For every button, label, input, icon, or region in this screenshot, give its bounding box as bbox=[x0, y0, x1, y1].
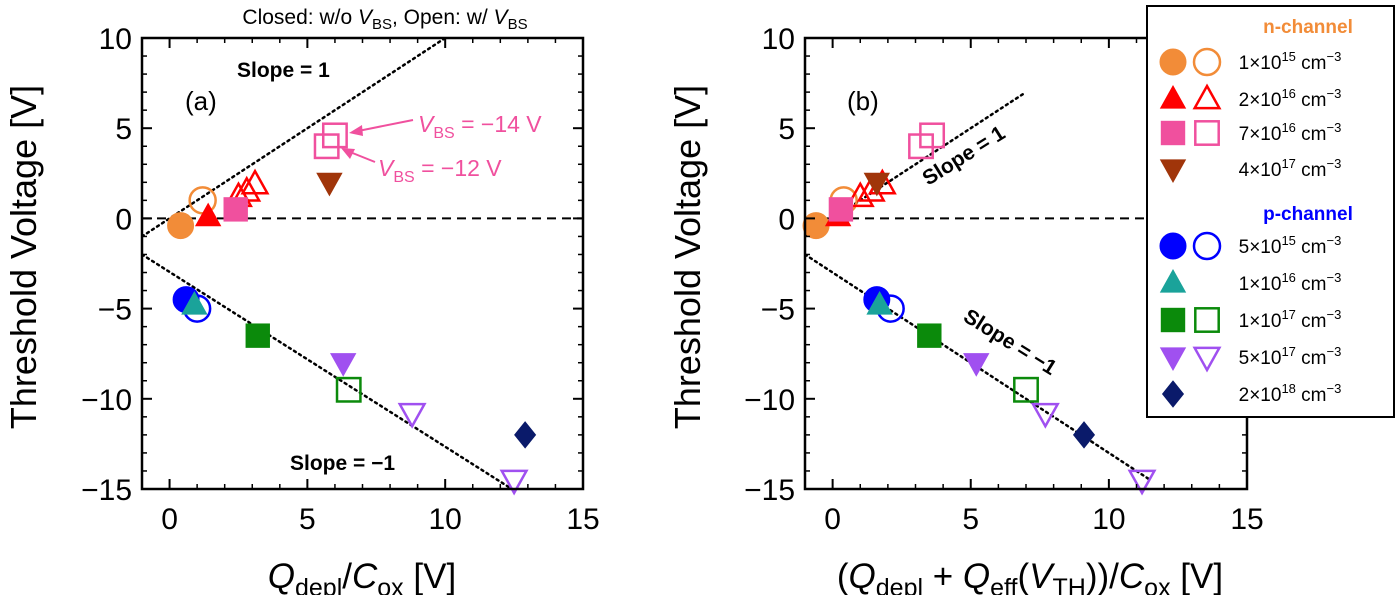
data-point-b-6 bbox=[828, 197, 854, 222]
data-point-a-6 bbox=[223, 197, 248, 222]
annotation-arrow-1 bbox=[352, 119, 414, 133]
y-tick-label-b: −10 bbox=[744, 384, 795, 417]
legend-marker-8-closed bbox=[1161, 380, 1185, 408]
slope-line-a-1 bbox=[142, 253, 515, 489]
legend-marker-1-open bbox=[1192, 83, 1222, 110]
data-point-b-0 bbox=[802, 212, 830, 240]
data-point-b-3 bbox=[845, 181, 875, 208]
x-tick-label-a: 0 bbox=[161, 503, 178, 536]
y-axis-label-b: Threshold Voltage [V] bbox=[667, 85, 708, 429]
data-point-a-8 bbox=[321, 122, 348, 149]
legend-marker-5-closed bbox=[1159, 268, 1187, 293]
data-point-b-17 bbox=[1127, 469, 1157, 496]
x-tick-label-b: 10 bbox=[1092, 503, 1125, 536]
legend-marker-0-open bbox=[1192, 47, 1222, 77]
reference-lines-a bbox=[142, 38, 583, 489]
data-point-a-11 bbox=[182, 294, 212, 323]
data-point-b-16 bbox=[1030, 402, 1060, 429]
legend-label-8: 2×1018 cm−3 bbox=[1239, 381, 1342, 406]
annotation-arrowhead-2 bbox=[341, 148, 355, 159]
legend-label-0: 1×1015 cm−3 bbox=[1239, 49, 1342, 74]
x-tick-label-b: 0 bbox=[824, 503, 841, 536]
panel-a: 0 5 10 15 10 5 0 −5 −10 −15 Threshold Voltage [V]… bbox=[3, 23, 600, 595]
data-point-a-15 bbox=[330, 353, 357, 377]
legend: n-channel p-channel 1×1015 cm−3 2×1016 cm… bbox=[1146, 5, 1395, 418]
y-tick-label-a: −10 bbox=[81, 384, 132, 417]
legend-label-7: 5×1017 cm−3 bbox=[1239, 344, 1342, 369]
panel-label-a: (a) bbox=[185, 86, 217, 116]
data-point-a-16 bbox=[397, 402, 427, 429]
panel-label-b: (b) bbox=[847, 86, 879, 116]
legend-label-3: 4×1017 cm−3 bbox=[1239, 156, 1342, 181]
data-point-a-9 bbox=[316, 172, 343, 197]
legend-marker-3-closed bbox=[1159, 159, 1187, 184]
x-tick-label-a: 15 bbox=[566, 503, 599, 536]
data-point-b-12 bbox=[866, 290, 893, 315]
y-tick-label-a: 5 bbox=[115, 113, 132, 146]
y-tick-label-a: −15 bbox=[81, 474, 132, 507]
legend-marker-7-closed bbox=[1159, 347, 1187, 372]
data-point-b-13 bbox=[917, 323, 942, 348]
data-point-a-12 bbox=[181, 290, 208, 315]
legend-marker-4-closed bbox=[1159, 232, 1187, 260]
legend-label-6: 1×1017 cm−3 bbox=[1239, 307, 1342, 332]
legend-p-title: p-channel bbox=[1263, 204, 1353, 225]
y-tick-label-b: −5 bbox=[761, 294, 795, 327]
data-point-a-2 bbox=[194, 202, 222, 227]
annotation-arrowhead-1 bbox=[349, 125, 363, 136]
legend-marker-4-open bbox=[1192, 231, 1222, 261]
data-point-b-15 bbox=[963, 353, 990, 377]
x-tick-label-a: 5 bbox=[299, 503, 316, 536]
y-tick-label-b: 0 bbox=[778, 203, 795, 236]
data-point-a-13 bbox=[245, 323, 270, 348]
y-axis-label-a: Threshold Voltage [V] bbox=[3, 85, 44, 429]
data-point-a-17 bbox=[499, 469, 529, 496]
data-points-a bbox=[167, 122, 537, 496]
y-tick-label-b: 10 bbox=[762, 23, 795, 56]
slope-line-a-0 bbox=[142, 38, 447, 238]
y-tick-label-a: −5 bbox=[98, 294, 132, 327]
annotation-vbs-14: VBS = −14 V bbox=[418, 111, 542, 142]
data-point-b-18 bbox=[1072, 421, 1096, 449]
data-point-a-5 bbox=[240, 168, 270, 195]
x-tick-label-a: 10 bbox=[429, 503, 462, 536]
legend-label-5: 1×1016 cm−3 bbox=[1239, 270, 1342, 295]
data-point-b-14 bbox=[1013, 376, 1039, 403]
legend-box bbox=[1146, 5, 1395, 418]
legend-label-2: 7×1016 cm−3 bbox=[1239, 120, 1342, 145]
data-point-a-0 bbox=[167, 212, 195, 240]
legend-marker-2-open bbox=[1194, 120, 1220, 146]
legend-label-1: 2×1016 cm−3 bbox=[1239, 86, 1342, 111]
legend-marker-2-closed bbox=[1160, 120, 1186, 146]
top-caption: Closed: w/o VBS, Open: w/ VBS bbox=[242, 6, 527, 33]
y-tick-label-b: −15 bbox=[744, 474, 795, 507]
slope-neg-label-a: Slope = −1 bbox=[290, 452, 395, 475]
x-tick-label-b: 15 bbox=[1230, 503, 1263, 536]
data-points-b bbox=[802, 122, 1157, 496]
data-point-b-8 bbox=[919, 122, 946, 149]
y-tick-label-a: 10 bbox=[99, 23, 132, 56]
y-tick-label-a: 0 bbox=[115, 203, 132, 236]
slope-pos-label-a: Slope = 1 bbox=[237, 59, 330, 82]
y-tick-label-b: 5 bbox=[778, 113, 795, 146]
legend-marker-7-open bbox=[1192, 346, 1222, 373]
legend-marker-6-closed bbox=[1160, 307, 1186, 333]
legend-label-4: 5×1015 cm−3 bbox=[1239, 233, 1342, 258]
data-point-b-9 bbox=[863, 172, 891, 197]
legend-n-title: n-channel bbox=[1263, 17, 1353, 38]
x-axis-label-a: Qdepl/Cox [V] bbox=[268, 557, 456, 595]
legend-marker-6-open bbox=[1194, 307, 1220, 333]
data-point-a-18 bbox=[514, 421, 537, 449]
legend-marker-0-closed bbox=[1159, 48, 1187, 76]
legend-marker-1-closed bbox=[1159, 84, 1187, 109]
annotation-vbs-12: VBS = −12 V bbox=[378, 155, 502, 186]
x-tick-label-b: 5 bbox=[962, 503, 979, 536]
x-axis-label-b: (Qdepl + Qeff(VTH))/Cox [V] bbox=[837, 557, 1223, 595]
legend-items: 1×1015 cm−3 2×1016 cm−3 7×1016 cm−3 4×1017 … bbox=[1159, 47, 1342, 408]
data-point-a-14 bbox=[335, 376, 362, 403]
plot-area-a: 0 5 10 15 10 5 0 −5 −10 −15 bbox=[81, 23, 600, 536]
